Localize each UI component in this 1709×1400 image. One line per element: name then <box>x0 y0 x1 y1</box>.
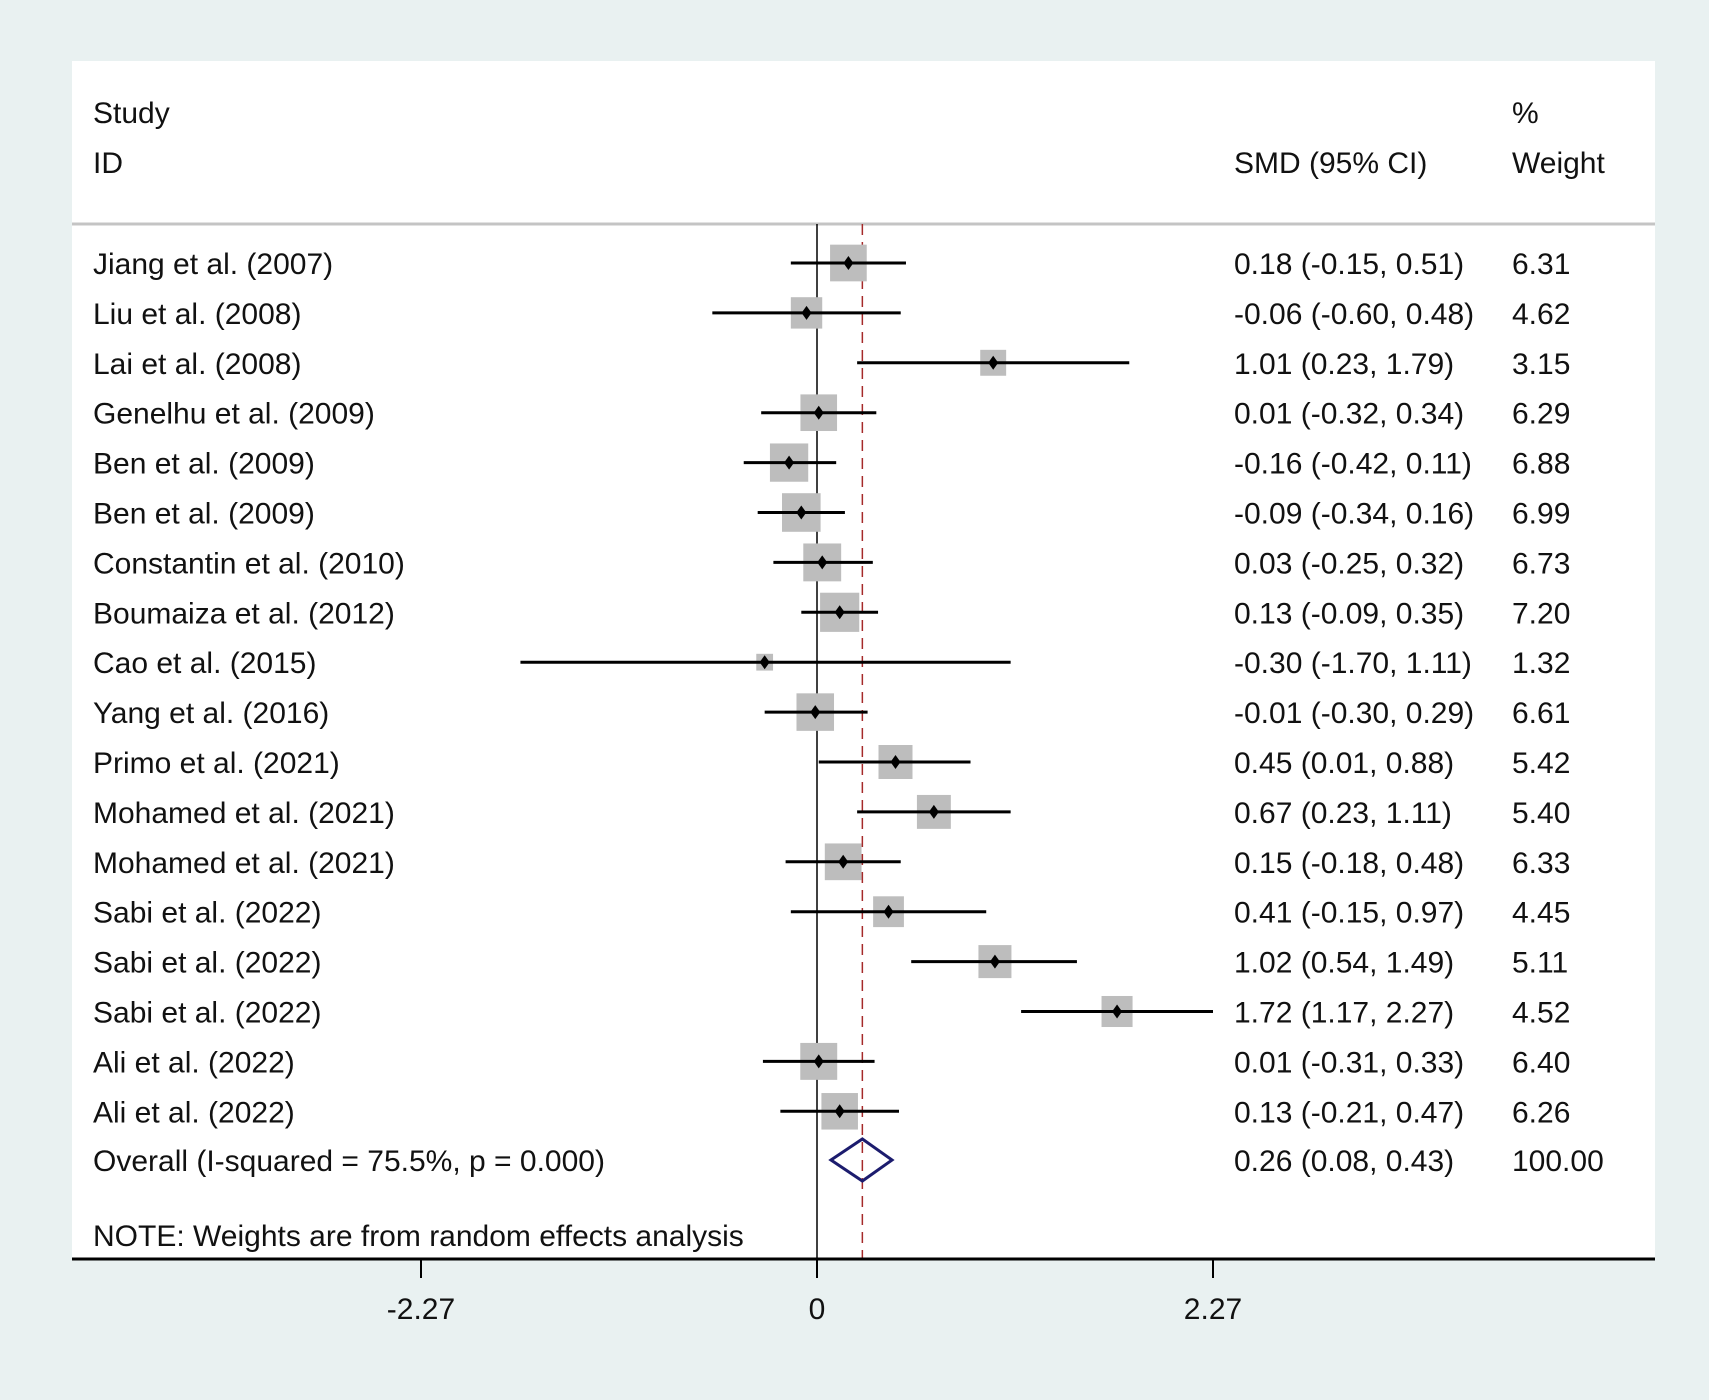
study-label: Mohamed et al. (2021) <box>93 847 395 880</box>
study-weight-text: 6.88 <box>1512 448 1570 481</box>
study-label: Cao et al. (2015) <box>93 647 316 680</box>
study-ci-text: 0.15 (-0.18, 0.48) <box>1234 847 1464 880</box>
study-ci-text: 1.02 (0.54, 1.49) <box>1234 947 1454 980</box>
study-weight-text: 6.99 <box>1512 498 1570 531</box>
overall-ci-text: 0.26 (0.08, 0.43) <box>1234 1145 1454 1178</box>
study-label: Primo et al. (2021) <box>93 747 340 780</box>
point-estimate <box>989 954 1000 969</box>
study-ci-text: 0.03 (-0.25, 0.32) <box>1234 547 1464 580</box>
study-weight-text: 4.45 <box>1512 897 1570 930</box>
point-estimate <box>834 605 845 620</box>
point-estimate <box>817 555 828 570</box>
study-weight-text: 3.15 <box>1512 348 1570 381</box>
point-estimate <box>813 405 824 420</box>
study-weight-text: 4.52 <box>1512 997 1570 1030</box>
point-estimate <box>928 804 939 819</box>
overall-weight-text: 100.00 <box>1512 1145 1604 1178</box>
point-estimate <box>843 256 854 270</box>
study-label: Lai et al. (2008) <box>93 348 301 381</box>
study-label: Mohamed et al. (2021) <box>93 797 395 830</box>
header-id: ID <box>93 147 123 180</box>
study-label: Ben et al. (2009) <box>93 498 315 531</box>
study-label: Boumaiza et al. (2012) <box>93 597 395 630</box>
study-ci-text: -0.30 (-1.70, 1.11) <box>1234 647 1472 680</box>
note: NOTE: Weights are from random effects an… <box>93 1220 744 1253</box>
study-weight-text: 6.73 <box>1512 547 1570 580</box>
study-weight-text: 5.11 <box>1512 947 1568 980</box>
point-estimate <box>1112 1004 1123 1019</box>
study-label: Liu et al. (2008) <box>93 298 301 331</box>
study-weight-text: 7.20 <box>1512 597 1570 630</box>
study-ci-text: 0.18 (-0.15, 0.51) <box>1234 248 1464 281</box>
point-estimate <box>759 655 770 670</box>
study-weight-text: 5.40 <box>1512 797 1570 830</box>
study-weight-text: 6.40 <box>1512 1046 1570 1079</box>
study-ci-text: 0.45 (0.01, 0.88) <box>1234 747 1454 780</box>
study-ci-text: -0.16 (-0.42, 0.11) <box>1234 448 1472 481</box>
study-label: Yang et al. (2016) <box>93 697 329 730</box>
study-label: Genelhu et al. (2009) <box>93 398 375 431</box>
study-ci-text: -0.01 (-0.30, 0.29) <box>1234 697 1474 730</box>
point-estimate <box>890 755 901 769</box>
header-weight: Weight <box>1512 147 1605 180</box>
point-estimate <box>784 455 795 470</box>
point-estimate <box>988 355 999 370</box>
header-smd: SMD (95% CI) <box>1234 147 1427 180</box>
study-weight-text: 1.32 <box>1512 647 1570 680</box>
point-estimate <box>810 705 821 720</box>
x-tick-label: -2.27 <box>387 1293 455 1326</box>
study-label: Ali et al. (2022) <box>93 1096 295 1129</box>
x-tick-label: 2.27 <box>1184 1293 1242 1326</box>
study-weight-text: 5.42 <box>1512 747 1570 780</box>
study-label: Ali et al. (2022) <box>93 1046 295 1079</box>
study-ci-text: 0.13 (-0.21, 0.47) <box>1234 1096 1464 1129</box>
study-label: Constantin et al. (2010) <box>93 547 405 580</box>
study-ci-text: -0.06 (-0.60, 0.48) <box>1234 298 1474 331</box>
study-weight-text: 6.26 <box>1512 1096 1570 1129</box>
study-ci-text: 0.41 (-0.15, 0.97) <box>1234 897 1464 930</box>
study-ci-text: 0.13 (-0.09, 0.35) <box>1234 597 1464 630</box>
study-label: Jiang et al. (2007) <box>93 248 333 281</box>
point-estimate <box>813 1054 824 1069</box>
study-ci-text: 0.01 (-0.32, 0.34) <box>1234 398 1464 431</box>
point-estimate <box>883 904 894 919</box>
study-label: Sabi et al. (2022) <box>93 897 321 930</box>
study-weight-text: 4.62 <box>1512 298 1570 331</box>
study-weight-text: 6.29 <box>1512 398 1570 431</box>
study-label: Ben et al. (2009) <box>93 448 315 481</box>
study-weight-text: 6.33 <box>1512 847 1570 880</box>
study-ci-text: 1.72 (1.17, 2.27) <box>1234 997 1454 1030</box>
x-tick-label: 0 <box>809 1293 826 1326</box>
study-ci-text: -0.09 (-0.34, 0.16) <box>1234 498 1474 531</box>
point-estimate <box>796 505 807 520</box>
study-ci-text: 0.67 (0.23, 1.11) <box>1234 797 1452 830</box>
point-estimate <box>834 1104 845 1119</box>
study-label: Sabi et al. (2022) <box>93 997 321 1030</box>
study-label: Sabi et al. (2022) <box>93 947 321 980</box>
study-weight-text: 6.31 <box>1512 248 1570 281</box>
study-ci-text: 1.01 (0.23, 1.79) <box>1234 348 1454 381</box>
study-ci-text: 0.01 (-0.31, 0.33) <box>1234 1046 1464 1079</box>
point-estimate <box>838 854 849 869</box>
overall-diamond <box>828 1137 895 1183</box>
study-weight-text: 6.61 <box>1512 697 1570 730</box>
point-estimate <box>801 305 812 320</box>
header-study: Study <box>93 97 170 130</box>
overall-label: Overall (I-squared = 75.5%, p = 0.000) <box>93 1145 605 1178</box>
header-pct: % <box>1512 97 1539 130</box>
